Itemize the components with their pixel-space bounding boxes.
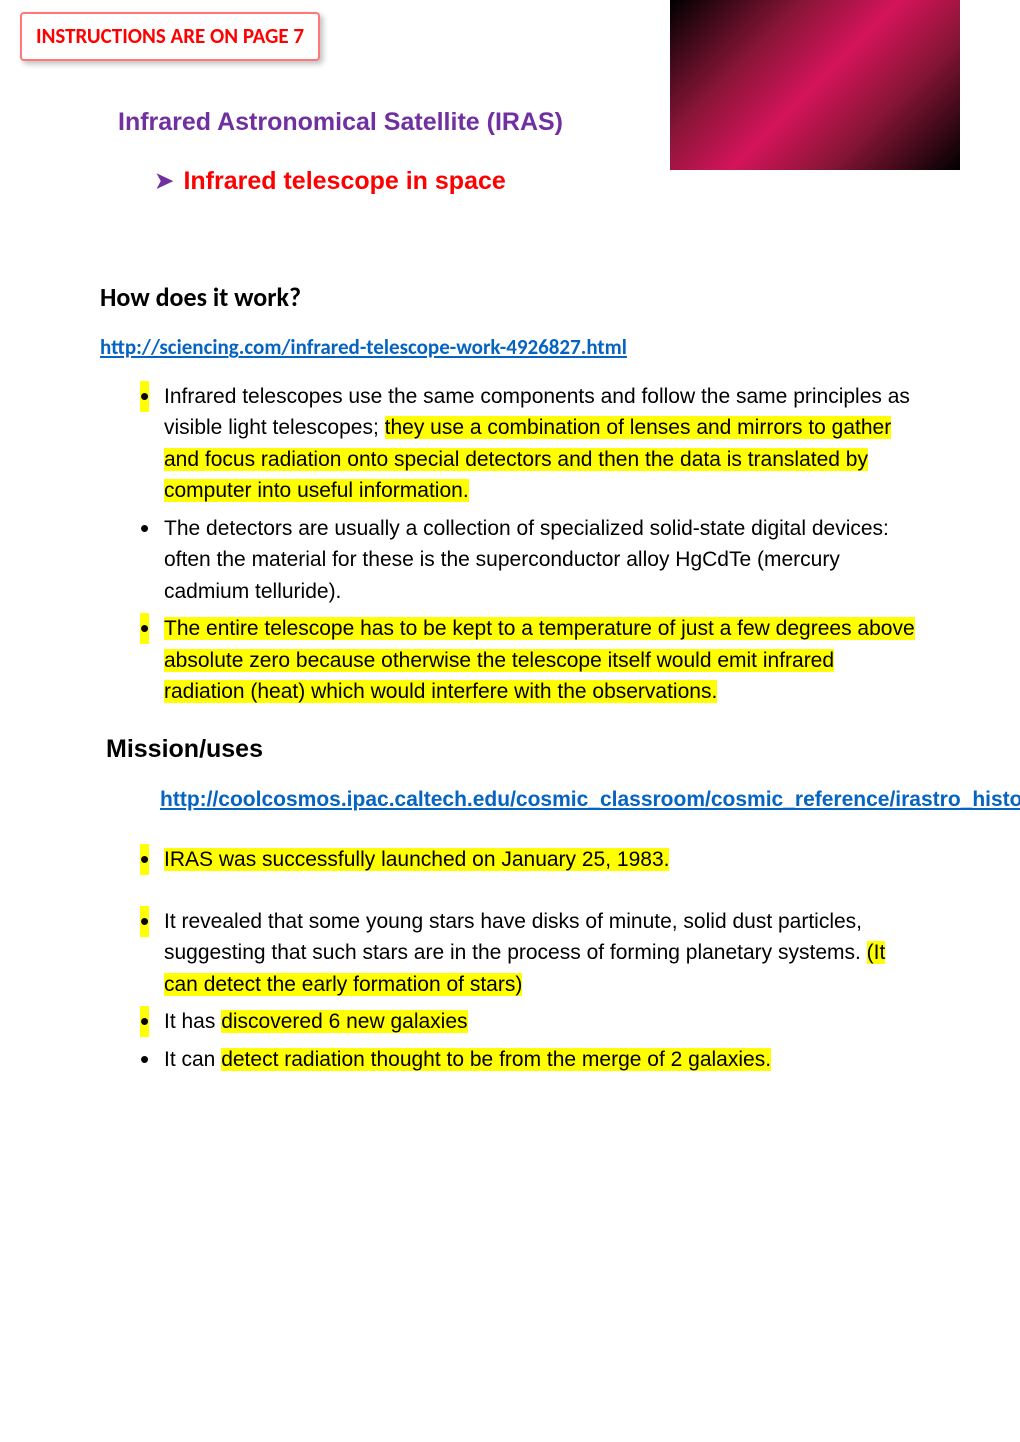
instructions-text: INSTRUCTIONS ARE ON PAGE 7 [36, 23, 304, 49]
link-coolcosmos[interactable]: http://coolcosmos.ipac.caltech.edu/cosmi… [160, 785, 920, 814]
list-item: • It has discovered 6 new galaxies [140, 1006, 920, 1038]
triangle-bullet-icon: ➤ [155, 166, 173, 197]
bullet-dot-icon: • [140, 1044, 149, 1075]
bullet-dot-icon: • [140, 381, 149, 412]
bullet-highlight-text: detect radiation thought to be from the … [221, 1048, 771, 1071]
bullet-list-mission: • IRAS was successfully launched on Janua… [100, 844, 920, 1075]
header-image [670, 0, 960, 170]
list-item: • The detectors are usually a collection … [140, 513, 920, 608]
list-item: • The entire telescope has to be kept to … [140, 613, 920, 708]
list-item: • It revealed that some young stars have … [140, 906, 920, 1001]
list-item: •Infrared telescopes use the same compon… [140, 381, 920, 507]
bullet-highlight-text: discovered 6 new galaxies [221, 1010, 467, 1033]
bullet-highlight-text: IRAS was successfully launched on Januar… [164, 848, 669, 871]
instructions-callout: INSTRUCTIONS ARE ON PAGE 7 [20, 12, 320, 61]
subtitle-text: Infrared telescope in space [183, 164, 505, 199]
section-heading-how: How does it work? [100, 279, 920, 315]
bullet-dot-icon: • [140, 613, 149, 644]
list-item: • IRAS was successfully launched on Janua… [140, 844, 920, 876]
bullet-dot-icon: • [140, 906, 149, 937]
link-sciencing[interactable]: http://sciencing.com/infrared-telescope-… [100, 333, 920, 362]
bullet-dot-icon: • [140, 1006, 149, 1037]
bullet-text: It can [164, 1048, 221, 1071]
bullet-text: The detectors are usually a collection o… [164, 517, 889, 603]
bullet-list-how: •Infrared telescopes use the same compon… [100, 381, 920, 708]
bullet-dot-icon: • [140, 513, 149, 544]
bullet-highlight-text: The entire telescope has to be kept to a… [164, 617, 915, 703]
section-heading-mission: Mission/uses [106, 732, 920, 767]
bullet-dot-icon: • [140, 844, 149, 875]
bullet-text: It has [164, 1010, 221, 1033]
list-item: • It can detect radiation thought to be f… [140, 1044, 920, 1076]
bullet-text: It revealed that some young stars have d… [164, 910, 867, 965]
